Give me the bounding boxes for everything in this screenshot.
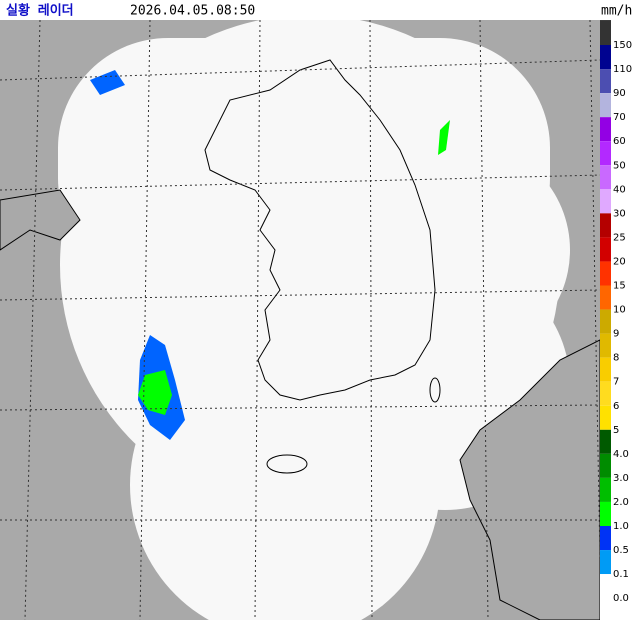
legend-swatch	[600, 165, 611, 190]
legend-label: 50	[613, 160, 626, 171]
legend-label: 15	[613, 281, 626, 292]
rain-echo-heavy	[138, 120, 450, 415]
legend-label: 70	[613, 112, 626, 123]
legend-swatch	[600, 381, 611, 406]
legend-label: 9	[613, 329, 619, 340]
legend-swatch	[600, 117, 611, 142]
legend-label: 20	[613, 256, 626, 267]
legend-label: 7	[613, 377, 619, 388]
legend-swatch	[600, 309, 611, 334]
legend-label: 110	[613, 64, 632, 75]
legend-label: 90	[613, 88, 626, 99]
legend-swatch	[600, 405, 611, 430]
legend-swatch	[600, 526, 611, 551]
legend-label: 2.0	[613, 497, 629, 508]
legend-swatch	[600, 501, 611, 526]
coastline	[0, 59, 600, 620]
legend-label: 1.0	[613, 521, 629, 532]
legend-swatch	[600, 20, 611, 45]
legend-top	[600, 20, 611, 21]
legend-label: 0.5	[613, 545, 629, 556]
legend-label: 6	[613, 401, 619, 412]
map	[0, 20, 600, 620]
legend-swatch	[600, 477, 611, 502]
legend-swatch	[600, 261, 611, 286]
legend-label: 8	[613, 353, 619, 364]
legend-swatch	[600, 333, 611, 358]
legend-label: 60	[613, 136, 626, 147]
legend-swatch	[600, 189, 611, 214]
legend-swatch	[600, 237, 611, 262]
legend-label: 0.0	[613, 593, 629, 604]
legend-label: 40	[613, 184, 626, 195]
legend-label: 4.0	[613, 449, 629, 460]
legend-label: 30	[613, 208, 626, 219]
legend-label: 0.1	[613, 569, 629, 580]
title: 실황 레이더	[6, 3, 74, 19]
legend-swatch	[600, 357, 611, 382]
legend-swatch	[600, 213, 611, 238]
legend: 150 110 90 70 60 50 40 30 25 20 15 10 9 8 7 6 5 4.0 3.0 2.0…	[600, 20, 632, 612]
legend-swatch	[600, 574, 611, 612]
grid	[0, 20, 600, 620]
legend-swatch	[600, 550, 611, 575]
legend-label: 150	[613, 40, 632, 51]
legend-swatch	[600, 69, 611, 94]
legend-label: 5	[613, 425, 619, 436]
legend-swatch	[600, 45, 611, 70]
legend-label: 3.0	[613, 473, 629, 484]
timestamp: 2026.04.05.08:50	[130, 4, 255, 19]
legend-swatch	[600, 141, 611, 166]
legend-swatch	[600, 453, 611, 478]
unit: mm/h	[601, 4, 632, 19]
legend-label: 10	[613, 305, 626, 316]
legend-label: 25	[613, 232, 626, 243]
legend-swatch	[600, 429, 611, 454]
legend-swatch	[600, 285, 611, 310]
legend-swatch	[600, 93, 611, 118]
header-bar	[0, 0, 635, 20]
